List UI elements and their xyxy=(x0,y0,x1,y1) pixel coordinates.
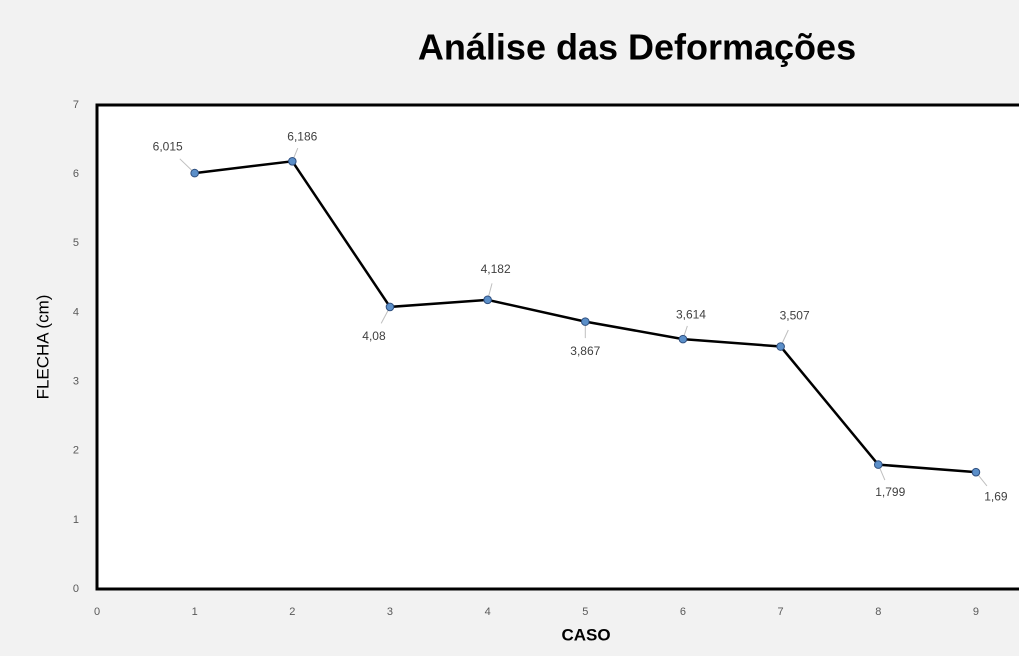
y-axis-label: FLECHA (cm) xyxy=(33,295,52,400)
data-label: 4,08 xyxy=(362,329,386,343)
marker xyxy=(580,317,590,326)
data-label: 1,69 xyxy=(984,489,1008,503)
x-axis-label: CASO xyxy=(561,625,610,644)
y-tick-label: 6 xyxy=(73,168,79,180)
marker xyxy=(483,295,492,305)
x-tick-label: 0 xyxy=(94,606,100,618)
y-tick-label: 7 xyxy=(73,99,79,111)
data-label: 6,186 xyxy=(287,129,317,143)
chart-title: Análise das Deformações xyxy=(418,27,856,68)
x-tick-label: 9 xyxy=(973,606,979,618)
x-tick-label: 6 xyxy=(680,606,686,618)
marker xyxy=(776,342,785,351)
data-label: 3,867 xyxy=(570,344,600,358)
marker xyxy=(971,467,981,477)
y-tick-label: 2 xyxy=(73,445,79,457)
x-tick-label: 4 xyxy=(485,606,491,618)
x-tick-label: 8 xyxy=(875,606,881,618)
marker xyxy=(385,302,395,312)
x-tick-label: 2 xyxy=(289,606,295,618)
y-tick-label: 0 xyxy=(73,583,79,595)
data-label: 3,614 xyxy=(676,307,706,321)
y-tick-label: 3 xyxy=(73,375,79,387)
y-tick-label: 4 xyxy=(73,306,79,318)
x-tick-label: 5 xyxy=(582,606,588,618)
marker xyxy=(873,460,883,469)
y-tick-label: 5 xyxy=(73,237,79,249)
data-label: 6,015 xyxy=(153,139,183,153)
x-tick-label: 3 xyxy=(387,606,393,618)
marker xyxy=(190,168,199,178)
data-label: 3,507 xyxy=(780,309,810,323)
x-tick-label: 7 xyxy=(778,606,784,618)
plot-area xyxy=(95,103,1019,591)
x-tick-label: 1 xyxy=(192,606,198,618)
y-tick-label: 1 xyxy=(73,514,79,526)
marker xyxy=(288,156,297,166)
data-label: 4,182 xyxy=(481,262,511,276)
marker xyxy=(678,334,688,344)
data-label: 1,799 xyxy=(875,485,905,499)
